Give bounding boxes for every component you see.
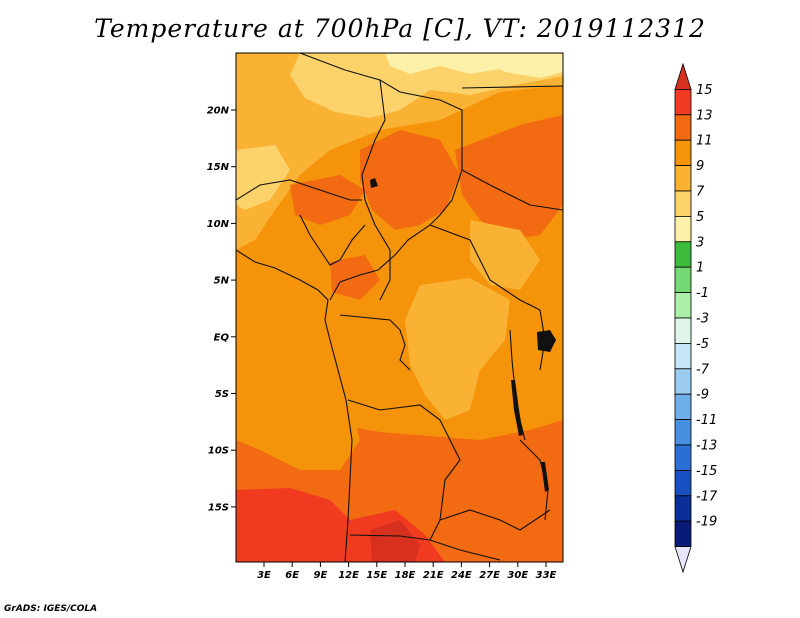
lon-tick-label: 12E (338, 570, 359, 581)
border-egypt-sudan (461, 85, 563, 89)
lat-tick-label: 10N (207, 219, 230, 230)
colorbar-label: 1 (696, 261, 704, 276)
colorbar-swatch (674, 241, 692, 268)
colorbar: 15 13 11 9 7 5 3 1 -1 -3 -5 -7 -9 -11 -13 -15 -17 -19 (674, 62, 718, 574)
colorbar-swatch (674, 342, 692, 370)
field-band-11-cameroon (330, 255, 380, 300)
colorbar-label: 5 (696, 210, 704, 225)
border-drc-angola (347, 399, 461, 541)
lakes (370, 178, 556, 492)
colorbar-label: -15 (696, 464, 717, 479)
boundaries (236, 53, 563, 562)
lat-tick-label: 15S (208, 502, 229, 513)
longitude-axis: 3E 6E 9E 12E 15E 18E 21E 24E 27E 30E 33E (257, 562, 557, 581)
field-ocean-9 (236, 250, 360, 470)
border-namibia (349, 534, 501, 561)
colorbar-bottom-arrow (674, 546, 692, 574)
field-band-7-ssudan (470, 220, 540, 290)
lon-tick-label: 30E (507, 570, 528, 581)
colorbar-label: -1 (696, 286, 709, 301)
colorbar-label: -13 (696, 439, 717, 454)
lon-tick-label: 6E (285, 570, 299, 581)
lon-tick-label: 24E (451, 570, 472, 581)
colorbar-label: -19 (696, 515, 717, 530)
colorbar-label: -17 (696, 489, 718, 504)
border-niger-nigeria (236, 179, 362, 201)
coastline-west (236, 249, 353, 562)
colorbar-label: 13 (696, 108, 713, 123)
colorbar-swatch (674, 520, 692, 548)
field-band-7-congo (405, 278, 510, 420)
colorbar-label: 9 (696, 159, 704, 174)
colorbar-label: 11 (696, 134, 713, 149)
colorbar-label: -11 (696, 413, 717, 428)
grads-credit: GrADS: IGES/COLA (4, 604, 98, 614)
border-nigeria-cameroon (299, 214, 366, 266)
lon-tick-label: 27E (479, 570, 500, 581)
lon-tick-label: 18E (395, 570, 416, 581)
border-libya (299, 53, 463, 170)
field-band-11-nigeria (290, 175, 365, 225)
colorbar-top-arrow (674, 62, 692, 90)
field-band-3-ne (470, 53, 563, 78)
lake-victoria (537, 330, 556, 352)
field-band-15-angola (370, 520, 420, 562)
colorbar-label: -3 (696, 312, 709, 327)
colorbar-swatch (674, 444, 692, 471)
colorbar-label: -7 (696, 362, 710, 377)
lat-tick-label: 5N (214, 276, 230, 287)
colorbar-swatch (674, 165, 692, 192)
lat-tick-label: 15N (207, 162, 230, 173)
lat-tick-label: 20N (207, 106, 230, 117)
colorbar-label: 15 (696, 83, 713, 98)
lon-tick-label: 9E (314, 570, 328, 581)
temperature-field (236, 53, 563, 562)
lake-chad (370, 178, 378, 188)
colorbar-swatch (674, 317, 692, 344)
colorbar-swatch (674, 292, 692, 319)
colorbar-swatch (674, 266, 692, 294)
colorbar-swatch (674, 469, 692, 497)
colorbar-swatch (674, 190, 692, 217)
lake-malawi (541, 462, 549, 492)
border-zambia (439, 509, 551, 531)
colorbar-swatch (674, 139, 692, 166)
border-ssudan (429, 224, 541, 311)
lon-tick-label: 33E (536, 570, 557, 581)
border-congo (339, 314, 411, 371)
colorbar-label: 3 (696, 235, 704, 250)
lake-tanganyika (511, 380, 523, 436)
map-frame (235, 52, 564, 563)
lon-tick-label: 21E (423, 570, 444, 581)
colorbar-swatch (674, 89, 692, 116)
lon-tick-label: 15E (366, 570, 387, 581)
border-sudan-east (461, 169, 563, 211)
lon-tick-label: 3E (257, 570, 271, 581)
border-chad-niger (361, 79, 391, 301)
lat-tick-label: 10S (208, 446, 229, 457)
colorbar-label: -9 (696, 388, 709, 403)
colorbar-swatch (674, 114, 692, 141)
colorbar-swatch (674, 495, 692, 522)
latitude-axis: 20N 15N 10N 5N EQ 5S 10S 15S (207, 106, 236, 513)
field-band-11-sudan (455, 115, 563, 240)
chart-title: Temperature at 700hPa [C], VT: 201911231… (94, 14, 706, 43)
colorbar-label: -5 (696, 337, 709, 352)
colorbar-swatch (674, 419, 692, 446)
border-car (329, 169, 463, 301)
colorbar-label: 7 (696, 185, 705, 200)
lat-tick-label: EQ (214, 332, 230, 343)
field-band-11-chad (360, 130, 460, 230)
colorbar-swatch (674, 368, 692, 395)
colorbar-swatch (674, 215, 692, 243)
field-band-5-west (236, 145, 290, 210)
lat-tick-label: 5S (215, 389, 229, 400)
colorbar-swatch (674, 393, 692, 421)
